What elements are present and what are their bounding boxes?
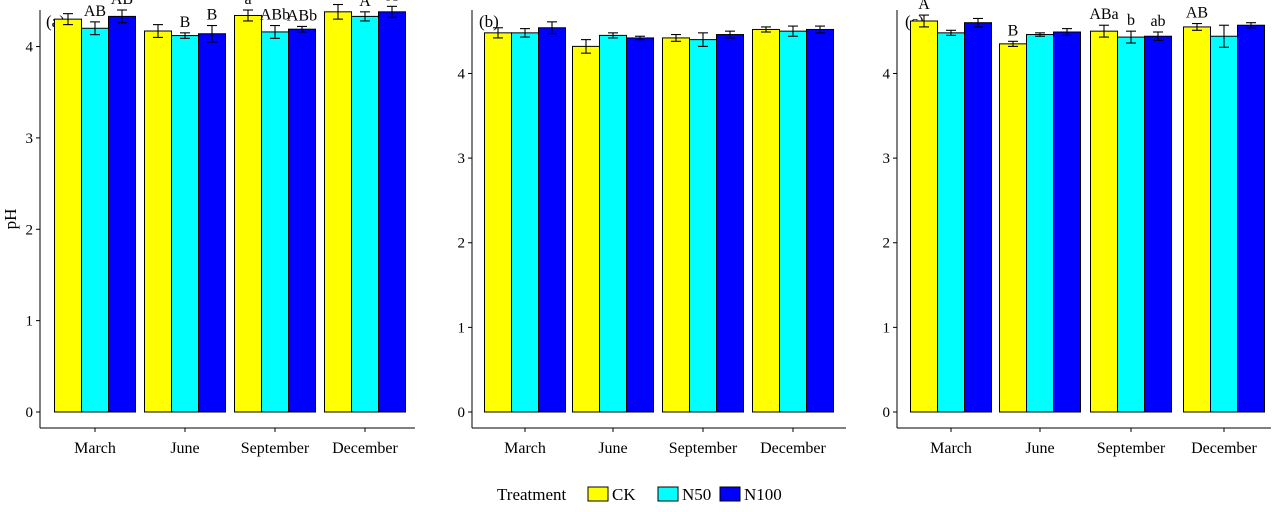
data-label: ab <box>1150 13 1165 30</box>
y-tick-label: 3 <box>883 151 891 167</box>
data-label: AB <box>84 3 106 20</box>
y-tick-label: 1 <box>883 320 891 336</box>
bar <box>288 28 316 413</box>
y-tick-label: 0 <box>458 405 466 421</box>
bar <box>144 30 172 413</box>
bar <box>1237 24 1265 413</box>
bar <box>1090 30 1118 413</box>
x-tick-label: September <box>241 440 310 457</box>
data-label: ABa <box>1089 6 1118 23</box>
bar <box>1183 26 1211 413</box>
bar <box>378 11 406 413</box>
data-label: AB <box>1186 5 1208 22</box>
bar <box>484 32 512 413</box>
bar <box>662 37 690 413</box>
bar <box>1144 35 1172 413</box>
y-tick-label: 4 <box>883 66 891 82</box>
x-tick-label: December <box>760 440 826 457</box>
data-label: b <box>1127 12 1135 29</box>
bar <box>964 22 992 413</box>
data-label: B <box>207 7 218 24</box>
bar <box>198 33 226 413</box>
bar <box>806 28 834 413</box>
bar <box>81 27 109 413</box>
bar <box>54 18 82 413</box>
legend-swatch <box>657 486 679 502</box>
y-tick-label: 3 <box>458 151 466 167</box>
y-tick-label: 2 <box>883 236 891 252</box>
data-label: a <box>244 0 251 8</box>
bar <box>351 15 379 413</box>
legend-title: Treatment <box>497 485 567 504</box>
bar <box>752 28 780 413</box>
x-tick-label: June <box>1025 440 1054 457</box>
x-tick-label: December <box>1191 440 1257 457</box>
data-label: A <box>359 0 371 10</box>
panel-label: (b) <box>479 12 499 31</box>
x-tick-label: September <box>1097 440 1166 457</box>
x-tick-label: September <box>669 440 738 457</box>
y-tick-label: 2 <box>26 222 34 238</box>
x-tick-label: June <box>598 440 627 457</box>
data-label: B <box>1008 22 1019 39</box>
y-tick-label: 2 <box>458 236 466 252</box>
y-tick-label: 0 <box>26 405 34 421</box>
data-label: A <box>386 0 398 4</box>
bar <box>572 45 600 413</box>
bar <box>324 11 352 413</box>
data-label: ABb <box>287 7 317 24</box>
bar <box>779 30 807 413</box>
x-tick-label: June <box>170 440 199 457</box>
data-label: B <box>180 14 191 31</box>
bar <box>1053 31 1081 413</box>
legend-swatch <box>719 486 741 502</box>
bar <box>689 39 717 413</box>
bar <box>108 15 136 413</box>
data-label: A <box>918 0 930 13</box>
bar <box>538 27 566 413</box>
bar <box>599 34 627 413</box>
bar <box>1210 35 1238 413</box>
y-tick-label: 1 <box>26 314 34 330</box>
bar <box>999 43 1027 413</box>
x-tick-label: March <box>74 440 116 457</box>
bar <box>626 37 654 413</box>
legend-entry-label: CK <box>612 485 636 504</box>
bar <box>1026 34 1054 413</box>
legend-swatch <box>587 486 609 502</box>
data-label: AB <box>111 0 133 8</box>
y-axis-label: pH <box>1 209 20 230</box>
data-label: ABb <box>260 7 290 24</box>
bar <box>261 31 289 413</box>
y-tick-label: 0 <box>883 405 891 421</box>
bar <box>234 14 262 413</box>
x-tick-label: March <box>504 440 546 457</box>
y-tick-label: 3 <box>26 131 34 147</box>
bar <box>910 20 938 413</box>
bar <box>511 32 539 413</box>
bar <box>716 34 744 413</box>
legend-entry-label: N50 <box>682 485 711 504</box>
bar <box>171 35 199 413</box>
x-tick-label: December <box>332 440 398 457</box>
bar <box>1117 36 1145 413</box>
bar <box>937 32 965 413</box>
y-tick-label: 4 <box>458 66 466 82</box>
y-tick-label: 4 <box>26 40 34 56</box>
x-tick-label: March <box>930 440 972 457</box>
y-tick-label: 1 <box>458 320 466 336</box>
legend-entry-label: N100 <box>744 485 782 504</box>
